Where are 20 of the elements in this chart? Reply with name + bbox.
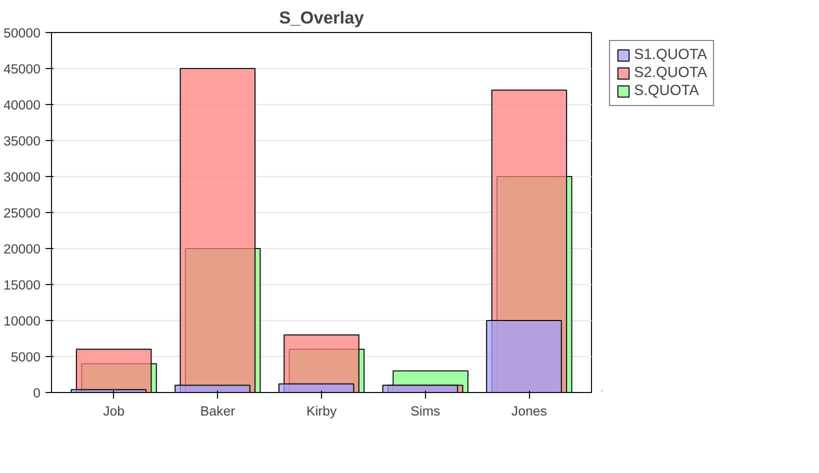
x-tick-label: Job [103, 404, 125, 418]
x-tick-label: Kirby [306, 404, 338, 418]
y-tick-label: 40000 [3, 98, 40, 112]
y-tick-label: 50000 [3, 26, 40, 40]
y-tick-label: 0 [33, 386, 41, 400]
y-tick-label: 15000 [3, 278, 40, 292]
legend-label: S2.QUOTA [634, 65, 708, 81]
y-tick-label: 25000 [3, 206, 40, 220]
chart-title: S_Overlay [279, 8, 364, 28]
y-tick-label: 35000 [3, 134, 40, 148]
y-tick-label: 30000 [3, 170, 40, 184]
x-tick-label: Baker [200, 404, 236, 418]
x-tick-label: Jones [511, 404, 548, 418]
y-tick-label: 5000 [10, 350, 41, 364]
y-tick-label: 10000 [3, 314, 40, 328]
y-tick-label: 20000 [3, 242, 40, 256]
x-tick-label: Sims [410, 404, 440, 418]
legend-label: S1.QUOTA [634, 47, 708, 63]
y-tick-label: 45000 [3, 62, 40, 76]
legend-label: S.QUOTA [634, 83, 699, 99]
